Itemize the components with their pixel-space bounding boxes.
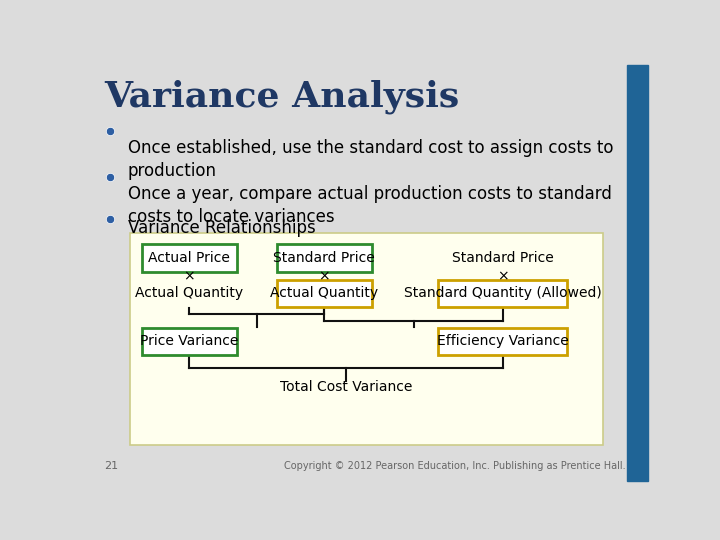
Bar: [627, 65, 648, 481]
FancyBboxPatch shape: [438, 328, 567, 355]
Text: Once a year, compare actual production costs to standard
costs to locate varianc: Once a year, compare actual production c…: [128, 185, 612, 226]
FancyBboxPatch shape: [438, 280, 567, 307]
FancyBboxPatch shape: [276, 245, 372, 272]
Text: Variance Analysis: Variance Analysis: [104, 79, 459, 114]
FancyBboxPatch shape: [142, 245, 237, 272]
Text: Once established, use the standard cost to assign costs to
production: Once established, use the standard cost …: [128, 139, 613, 180]
Text: ×: ×: [318, 270, 330, 284]
Text: 21: 21: [104, 462, 118, 471]
Text: Total Cost Variance: Total Cost Variance: [280, 380, 413, 394]
Text: ×: ×: [184, 270, 195, 284]
Text: Variance Relationships: Variance Relationships: [128, 219, 315, 237]
Text: Efficiency Variance: Efficiency Variance: [437, 334, 569, 348]
Text: Actual Price: Actual Price: [148, 251, 230, 265]
Text: Standard Price: Standard Price: [452, 251, 554, 265]
FancyBboxPatch shape: [130, 233, 603, 446]
Text: Actual Quantity: Actual Quantity: [135, 287, 243, 300]
FancyBboxPatch shape: [276, 280, 372, 307]
FancyBboxPatch shape: [142, 328, 237, 355]
Text: Actual Quantity: Actual Quantity: [270, 287, 379, 300]
Text: Copyright © 2012 Pearson Education, Inc. Publishing as Prentice Hall.: Copyright © 2012 Pearson Education, Inc.…: [284, 462, 626, 471]
Text: ×: ×: [497, 270, 509, 284]
Text: Standard Quantity (Allowed): Standard Quantity (Allowed): [404, 287, 602, 300]
Text: Standard Price: Standard Price: [274, 251, 375, 265]
Text: Price Variance: Price Variance: [140, 334, 238, 348]
